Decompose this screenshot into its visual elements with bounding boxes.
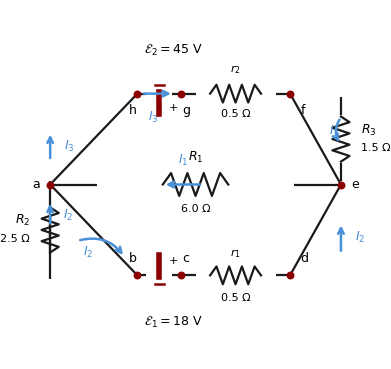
- Point: [287, 91, 293, 97]
- Text: 0.5 Ω: 0.5 Ω: [221, 293, 250, 303]
- Text: $I_2$: $I_2$: [83, 245, 93, 259]
- Point: [47, 182, 53, 187]
- Text: e: e: [351, 178, 359, 191]
- Text: $I_1$: $I_1$: [178, 153, 188, 168]
- Text: f: f: [300, 104, 305, 117]
- Point: [287, 272, 293, 278]
- Text: $I_3$: $I_3$: [328, 124, 339, 139]
- Point: [134, 91, 140, 97]
- Text: 6.0 Ω: 6.0 Ω: [181, 204, 210, 214]
- Text: a: a: [32, 178, 40, 191]
- Point: [178, 272, 184, 278]
- Text: c: c: [183, 252, 190, 265]
- Text: $I_3$: $I_3$: [149, 110, 159, 125]
- Text: +: +: [168, 103, 178, 113]
- Text: d: d: [300, 252, 308, 265]
- Text: $I_2$: $I_2$: [63, 208, 73, 223]
- Point: [178, 91, 184, 97]
- Text: $I_3$: $I_3$: [64, 139, 75, 154]
- Point: [338, 182, 344, 187]
- Text: 0.5 Ω: 0.5 Ω: [221, 109, 250, 119]
- Text: $r_2$: $r_2$: [230, 63, 241, 76]
- Text: $I_2$: $I_2$: [355, 230, 365, 245]
- Point: [134, 272, 140, 278]
- Text: 1.5 Ω: 1.5 Ω: [361, 143, 391, 153]
- Text: $R_1$: $R_1$: [188, 149, 203, 165]
- Text: +: +: [168, 256, 178, 266]
- Text: g: g: [182, 104, 190, 117]
- Text: $R_2$: $R_2$: [15, 213, 30, 228]
- Text: $\mathcal{E}_1 = 18$ V: $\mathcal{E}_1 = 18$ V: [144, 315, 203, 330]
- Text: h: h: [128, 104, 136, 117]
- Text: $R_3$: $R_3$: [361, 123, 377, 138]
- Text: $\mathcal{E}_2 = 45$ V: $\mathcal{E}_2 = 45$ V: [144, 42, 203, 58]
- Text: b: b: [128, 252, 136, 265]
- Text: $r_1$: $r_1$: [230, 247, 241, 260]
- Text: 2.5 Ω: 2.5 Ω: [0, 234, 30, 244]
